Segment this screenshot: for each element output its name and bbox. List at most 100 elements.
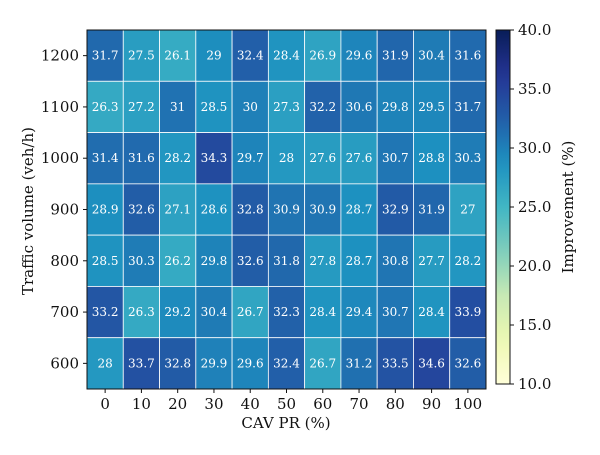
heatmap-cell xyxy=(231,234,269,287)
heatmap-cell xyxy=(267,183,306,236)
heatmap-cell xyxy=(340,80,378,133)
cell-value-label: 28.7 xyxy=(346,254,373,268)
heatmap-cell xyxy=(413,234,451,287)
cell-value-label: 29.9 xyxy=(201,356,228,370)
cell-value-label: 32.6 xyxy=(128,203,155,217)
colorbar-tick-label: 40.0 xyxy=(518,21,551,39)
heatmap-cell xyxy=(304,183,342,236)
cell-value-label: 31.7 xyxy=(455,100,482,114)
heatmap-cell xyxy=(376,234,414,287)
heatmap-cell xyxy=(159,337,197,390)
heatmap-cell xyxy=(376,132,414,185)
x-tick-label: 20 xyxy=(168,395,187,413)
cell-value-label: 28 xyxy=(279,151,294,165)
cell-value-label: 27.7 xyxy=(418,254,445,268)
x-tick-label: 90 xyxy=(422,395,441,413)
cell-value-label: 28.8 xyxy=(418,151,445,165)
cell-value-label: 27.2 xyxy=(128,100,155,114)
colorbar-tick-label: 35.0 xyxy=(518,80,551,98)
cell-value-label: 32.3 xyxy=(273,305,300,319)
y-tick-label: 900 xyxy=(50,201,79,219)
y-axis-label: Traffic volume (veh/h) xyxy=(19,127,37,295)
cell-value-label: 30.7 xyxy=(382,305,409,319)
cell-value-label: 28.9 xyxy=(92,203,119,217)
heatmap-cell xyxy=(86,337,124,390)
heatmap-cell xyxy=(86,80,124,133)
heatmap-cell xyxy=(413,183,451,236)
colorbar-tick-label: 10.0 xyxy=(518,375,551,393)
cell-value-label: 32.6 xyxy=(237,254,264,268)
cell-value-label: 28 xyxy=(97,356,112,370)
heatmap-cell xyxy=(267,286,306,339)
heatmap-cell xyxy=(195,183,233,236)
cell-value-label: 30.9 xyxy=(273,203,300,217)
x-tick-label: 60 xyxy=(313,395,332,413)
cell-value-label: 34.6 xyxy=(418,356,445,370)
heatmap-cell xyxy=(231,80,269,133)
heatmap-cell xyxy=(231,132,269,185)
heatmap-cell xyxy=(304,132,342,185)
heatmap-cell xyxy=(159,234,197,287)
colorbar-tick-label: 15.0 xyxy=(518,316,551,334)
cell-value-label: 26.2 xyxy=(164,254,191,268)
heatmap-cell xyxy=(267,29,306,82)
heatmap-cell xyxy=(449,337,487,390)
x-tick-label: 0 xyxy=(100,395,110,413)
cell-value-label: 28.4 xyxy=(418,305,445,319)
cell-value-label: 27 xyxy=(460,203,475,217)
heatmap-cell xyxy=(267,132,306,185)
cell-value-label: 29.6 xyxy=(237,356,264,370)
colorbar-tick-label: 25.0 xyxy=(518,198,551,216)
cell-value-label: 27.1 xyxy=(164,203,191,217)
cell-value-label: 27.5 xyxy=(128,49,155,63)
cell-value-label: 30.8 xyxy=(382,254,409,268)
y-tick-label: 600 xyxy=(50,354,79,372)
y-tick-labels: 1200 1100 1000 900 800 700 600 xyxy=(41,47,87,372)
cell-value-label: 31.6 xyxy=(455,49,482,63)
heatmap-cell xyxy=(195,234,233,287)
y-tick-label: 700 xyxy=(50,303,79,321)
heatmap-cell xyxy=(195,337,233,390)
cell-value-label: 28.6 xyxy=(201,203,228,217)
heatmap-cell xyxy=(413,337,451,390)
heatmap-cell xyxy=(86,286,124,339)
cell-value-label: 30.6 xyxy=(346,100,373,114)
cell-value-label: 29.2 xyxy=(164,305,191,319)
cell-value-label: 27.6 xyxy=(309,151,336,165)
y-tick-label: 1000 xyxy=(41,149,79,167)
cell-value-label: 32.2 xyxy=(309,100,336,114)
heatmap-cell xyxy=(159,80,197,133)
x-tick-label: 50 xyxy=(277,395,296,413)
cell-value-label: 32.8 xyxy=(164,356,191,370)
y-tick-label: 800 xyxy=(50,252,79,270)
cell-value-label: 26.3 xyxy=(92,100,119,114)
cell-value-label: 29.8 xyxy=(201,254,228,268)
x-tick-label: 30 xyxy=(204,395,223,413)
heatmap-cell xyxy=(376,286,414,339)
cell-value-label: 26.7 xyxy=(237,305,264,319)
heatmap-cell xyxy=(376,183,414,236)
y-tick-label: 1200 xyxy=(41,47,79,65)
heatmap-cell xyxy=(159,183,197,236)
x-tick-label: 40 xyxy=(241,395,260,413)
cell-value-label: 31.2 xyxy=(346,356,373,370)
cell-value-label: 31.8 xyxy=(273,254,300,268)
cell-value-label: 28.2 xyxy=(164,151,191,165)
heatmap-cells: 31.7 27.5 26.1 29 32.4 28.4 26.9 29.6 31.9 30.4 31… xyxy=(86,29,487,390)
cell-value-label: 28.4 xyxy=(309,305,336,319)
cell-value-label: 27.3 xyxy=(273,100,300,114)
cell-value-label: 30.3 xyxy=(455,151,482,165)
cell-value-label: 33.9 xyxy=(455,305,482,319)
cell-value-label: 27.6 xyxy=(346,151,373,165)
heatmap-cell xyxy=(413,29,451,82)
cell-value-label: 31.4 xyxy=(92,151,119,165)
cell-value-label: 32.4 xyxy=(237,49,264,63)
cell-value-label: 28.7 xyxy=(346,203,373,217)
colorbar-tick-label: 30.0 xyxy=(518,139,551,157)
cell-value-label: 29.6 xyxy=(346,49,373,63)
cell-value-label: 32.6 xyxy=(455,356,482,370)
cell-value-label: 29.4 xyxy=(346,305,373,319)
heatmap-cell xyxy=(449,80,487,133)
cell-value-label: 31.7 xyxy=(92,49,119,63)
cell-value-label: 26.7 xyxy=(309,356,336,370)
